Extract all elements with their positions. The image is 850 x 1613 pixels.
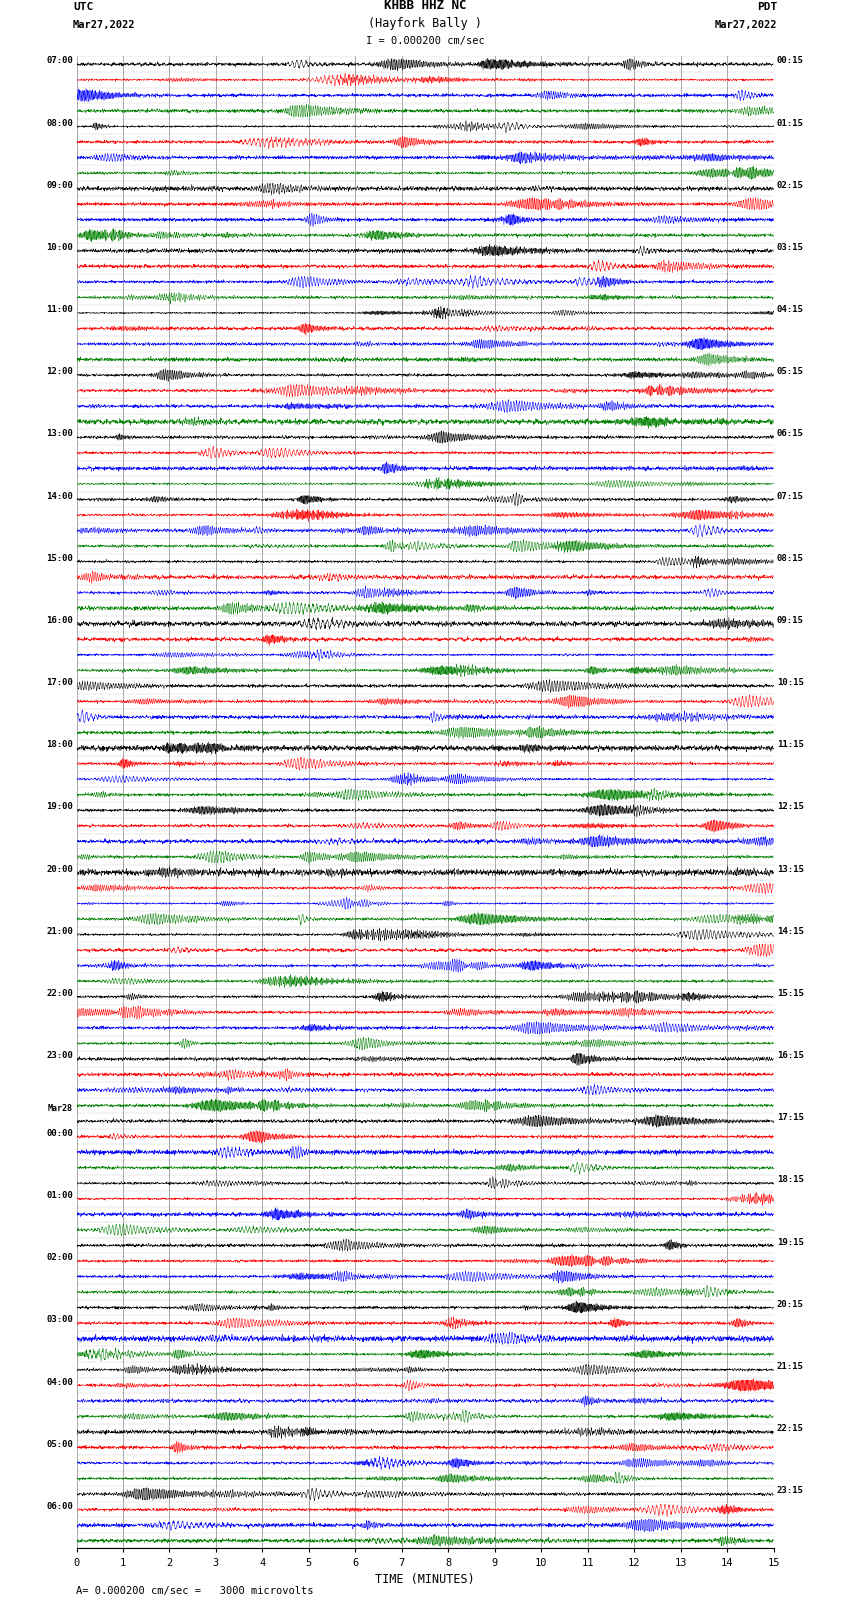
Text: 08:00: 08:00	[46, 119, 73, 127]
Text: PDT: PDT	[756, 2, 777, 11]
Text: 05:00: 05:00	[46, 1440, 73, 1448]
Text: 21:00: 21:00	[46, 927, 73, 936]
Text: 12:15: 12:15	[777, 803, 804, 811]
Text: Mar27,2022: Mar27,2022	[715, 19, 777, 29]
Text: 09:00: 09:00	[46, 181, 73, 190]
Text: A= 0.000200 cm/sec =   3000 microvolts: A= 0.000200 cm/sec = 3000 microvolts	[76, 1586, 314, 1595]
Text: 11:15: 11:15	[777, 740, 804, 750]
Text: 10:15: 10:15	[777, 677, 804, 687]
Text: 23:15: 23:15	[777, 1486, 804, 1495]
Text: 20:15: 20:15	[777, 1300, 804, 1308]
Text: 17:00: 17:00	[46, 677, 73, 687]
Text: 16:00: 16:00	[46, 616, 73, 624]
Text: 20:00: 20:00	[46, 865, 73, 874]
Text: 23:00: 23:00	[46, 1052, 73, 1060]
Text: 01:15: 01:15	[777, 119, 804, 127]
Text: Mar27,2022: Mar27,2022	[73, 19, 135, 29]
Text: 02:15: 02:15	[777, 181, 804, 190]
Text: 04:00: 04:00	[46, 1378, 73, 1387]
Text: (Hayfork Bally ): (Hayfork Bally )	[368, 16, 482, 29]
Text: 13:15: 13:15	[777, 865, 804, 874]
Text: 16:15: 16:15	[777, 1052, 804, 1060]
X-axis label: TIME (MINUTES): TIME (MINUTES)	[375, 1573, 475, 1586]
Text: 06:15: 06:15	[777, 429, 804, 439]
Text: 08:15: 08:15	[777, 553, 804, 563]
Text: 15:15: 15:15	[777, 989, 804, 998]
Text: 04:15: 04:15	[777, 305, 804, 315]
Text: 19:15: 19:15	[777, 1237, 804, 1247]
Text: KHBB HHZ NC: KHBB HHZ NC	[383, 0, 467, 11]
Text: 01:00: 01:00	[46, 1190, 73, 1200]
Text: 13:00: 13:00	[46, 429, 73, 439]
Text: 19:00: 19:00	[46, 803, 73, 811]
Text: 14:00: 14:00	[46, 492, 73, 500]
Text: 00:15: 00:15	[777, 56, 804, 66]
Text: 09:15: 09:15	[777, 616, 804, 624]
Text: 14:15: 14:15	[777, 927, 804, 936]
Text: 10:00: 10:00	[46, 244, 73, 252]
Text: 22:00: 22:00	[46, 989, 73, 998]
Text: 02:00: 02:00	[46, 1253, 73, 1263]
Text: 12:00: 12:00	[46, 368, 73, 376]
Text: 11:00: 11:00	[46, 305, 73, 315]
Text: 21:15: 21:15	[777, 1361, 804, 1371]
Text: Mar28: Mar28	[48, 1105, 73, 1113]
Text: 05:15: 05:15	[777, 368, 804, 376]
Text: 18:15: 18:15	[777, 1176, 804, 1184]
Text: 22:15: 22:15	[777, 1424, 804, 1432]
Text: 07:15: 07:15	[777, 492, 804, 500]
Text: UTC: UTC	[73, 2, 94, 11]
Text: 03:15: 03:15	[777, 244, 804, 252]
Text: 07:00: 07:00	[46, 56, 73, 66]
Text: 18:00: 18:00	[46, 740, 73, 750]
Text: 03:00: 03:00	[46, 1315, 73, 1324]
Text: 00:00: 00:00	[46, 1129, 73, 1137]
Text: I = 0.000200 cm/sec: I = 0.000200 cm/sec	[366, 35, 484, 47]
Text: 17:15: 17:15	[777, 1113, 804, 1123]
Text: 15:00: 15:00	[46, 553, 73, 563]
Text: 06:00: 06:00	[46, 1502, 73, 1511]
